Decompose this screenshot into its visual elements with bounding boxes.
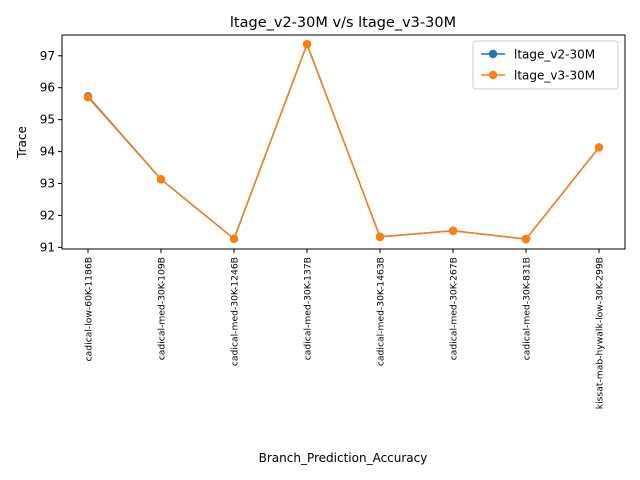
x-axis-label: Branch_Prediction_Accuracy [259, 451, 428, 465]
data-point-series-2 [375, 232, 385, 242]
legend-marker [488, 70, 498, 80]
legend-box [472, 40, 619, 90]
legend-label: ltage_v3-30M [514, 69, 595, 83]
data-point-series-2 [156, 175, 166, 184]
x-tick-label: cadical-med-30K-267B [449, 257, 460, 360]
y-tick-label: 94 [40, 145, 55, 159]
series-line-2 [87, 42, 600, 241]
y-axis: 91 92 93 94 95 96 97 [40, 49, 62, 254]
data-point-series-2 [229, 234, 239, 243]
data-point-series-2 [302, 40, 312, 49]
data-point-series-2 [521, 234, 531, 244]
x-tick-label: cadical-med-30K-1463B [376, 257, 387, 366]
data-point-series-2 [448, 226, 458, 235]
x-tick-label: cadical-med-30K-137B [303, 257, 314, 360]
x-tick-label: cadical-med-30K-1246B [230, 257, 241, 366]
y-tick-label: 93 [40, 177, 55, 191]
y-tick-label: 97 [40, 49, 55, 63]
x-axis: cadical-low-60K-1186B cadical-med-30K-109… [84, 249, 606, 409]
y-axis-label: Trace [15, 126, 29, 159]
y-tick-label: 96 [40, 81, 55, 95]
data-point-series-2 [594, 143, 604, 152]
data-point-series-2 [83, 93, 93, 102]
legend-marker [488, 49, 498, 59]
chart-title: ltage_v2-30M v/s ltage_v3-30M [230, 15, 456, 31]
plot-frame [61, 34, 626, 250]
series-layer [83, 40, 604, 244]
y-tick-label: 95 [40, 113, 55, 127]
x-tick-label: kissat-mab-hywalk-low-30K-299B [595, 257, 606, 409]
x-tick-label: cadical-med-30K-831B [522, 257, 533, 360]
y-tick-label: 92 [40, 208, 55, 222]
x-tick-label: cadical-med-30K-109B [157, 257, 168, 360]
x-tick-label: cadical-low-60K-1186B [84, 257, 95, 361]
legend-label: ltage_v2-30M [514, 48, 595, 62]
legend: ltage_v2-30M ltage_v3-30M [472, 40, 619, 90]
y-tick-label: 91 [40, 240, 55, 254]
